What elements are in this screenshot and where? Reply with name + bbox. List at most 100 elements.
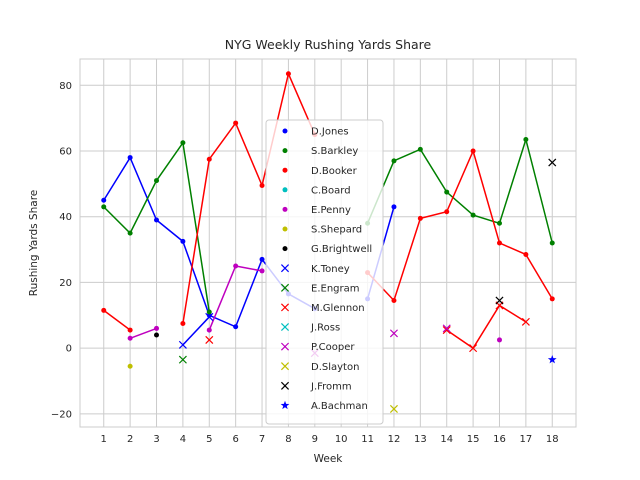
data-point [205, 335, 214, 344]
x-axis-label: Week [314, 453, 344, 465]
legend-label: M.Glennon [311, 303, 365, 314]
legend-item-d-booker: D.Booker [282, 166, 358, 177]
y-axis-label: Rushing Yards Share [28, 190, 40, 297]
y-tick-label: 20 [59, 278, 72, 289]
legend-box [265, 119, 384, 425]
x-tick-label: 15 [467, 434, 480, 445]
x-tick-label: 4 [180, 434, 186, 445]
series-line [103, 309, 131, 331]
legend-item-j-fromm: J.Fromm [280, 381, 352, 392]
data-point [180, 140, 186, 146]
x-tick-label: 18 [546, 434, 559, 445]
legend-item-s-barkley: S.Barkley [282, 146, 358, 157]
data-point [285, 71, 291, 77]
legend-label: S.Barkley [311, 146, 358, 157]
series-line [446, 304, 527, 350]
series-s-barkley [101, 136, 555, 315]
data-point [127, 230, 133, 236]
legend-item-k-toney: K.Toney [280, 264, 350, 275]
x-tick-label: 8 [285, 434, 291, 445]
x-tick-label: 6 [232, 434, 238, 445]
data-point [101, 307, 107, 313]
x-tick-label: 12 [388, 434, 401, 445]
data-point [523, 252, 529, 257]
x-tick-labels: 1 2 3 4 5 6 7 8 9 10 11 12 13 14 15 16 17 18 [101, 434, 559, 445]
x-tick-label: 1 [101, 434, 107, 445]
data-point [233, 120, 239, 126]
x-tick-label: 3 [153, 434, 159, 445]
legend-label: A.Bachman [311, 401, 368, 412]
x-tick-label: 16 [493, 434, 506, 445]
legend-marker [282, 226, 288, 232]
data-point [259, 256, 265, 262]
series-e-engram [178, 355, 187, 364]
data-point [523, 137, 529, 142]
data-point [389, 329, 398, 338]
data-point [154, 217, 160, 223]
legend-marker [280, 362, 290, 371]
legend-item-e-engram: E.Engram [280, 283, 359, 294]
data-point [127, 363, 133, 369]
legend-marker [282, 187, 288, 193]
legend-label: G.Brightwell [311, 244, 372, 255]
data-point [444, 189, 450, 195]
legend-marker [280, 264, 290, 273]
data-point [178, 340, 187, 349]
data-point [178, 355, 187, 364]
x-tick-label: 11 [361, 434, 374, 445]
data-point [417, 215, 423, 221]
y-tick-label: 40 [59, 212, 72, 223]
data-point [127, 155, 133, 161]
data-point [496, 220, 502, 226]
x-tick-label: 7 [259, 434, 265, 445]
legend-item-p-cooper: P.Cooper [280, 342, 355, 353]
legend-item-a-bachman: A.Bachman [280, 400, 368, 412]
legend-marker [280, 322, 290, 332]
chart-title: NYG Weekly Rushing Yards Share [225, 37, 432, 52]
data-point [391, 298, 397, 303]
series-d-booker [101, 71, 555, 333]
data-point [444, 209, 450, 215]
data-point [470, 148, 476, 154]
series-line [129, 327, 157, 339]
legend-item-m-glennon: M.Glennon [280, 303, 365, 314]
data-point [259, 183, 265, 188]
data-point [259, 268, 265, 274]
data-point [206, 156, 212, 162]
legend-marker [280, 381, 290, 390]
legend-marker [282, 128, 288, 134]
data-point [469, 344, 478, 353]
legend-item-c-board: C.Board [282, 185, 351, 196]
data-point [154, 178, 160, 184]
legend-item-g-brightwell: G.Brightwell [282, 244, 372, 255]
series-e-penny [127, 263, 502, 343]
data-point [547, 355, 557, 364]
legend-marker [282, 167, 288, 173]
legend-label: D.Booker [311, 166, 358, 177]
legend-label: C.Board [311, 185, 351, 196]
legend-item-j-ross: J.Ross [280, 322, 340, 334]
data-point [127, 327, 133, 333]
data-point [127, 335, 133, 341]
legend-marker [280, 400, 290, 410]
legend-marker [280, 303, 290, 312]
data-point [442, 326, 451, 335]
y-tick-label: −20 [51, 409, 72, 420]
data-point [154, 325, 160, 331]
data-point [205, 312, 214, 321]
legend-marker [280, 342, 290, 351]
data-point [180, 238, 186, 244]
legend-label: E.Engram [311, 283, 359, 294]
series-j-fromm [495, 158, 557, 305]
data-point [206, 309, 212, 315]
y-tick-labels: −20 0 20 40 60 80 [51, 81, 72, 421]
data-point [389, 404, 398, 413]
legend-label: D.Jones [311, 127, 349, 138]
x-tick-label: 2 [127, 434, 133, 445]
series-a-bachman [547, 355, 557, 364]
data-point [549, 240, 555, 246]
data-point [233, 263, 239, 269]
plot-frame [79, 58, 577, 428]
